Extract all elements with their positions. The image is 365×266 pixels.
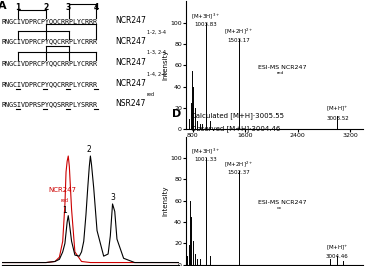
Y-axis label: Intensity: Intensity <box>163 50 169 81</box>
Text: 1: 1 <box>62 206 67 215</box>
Text: ox: ox <box>277 206 282 210</box>
Text: NCR247: NCR247 <box>115 16 146 25</box>
Text: 1503.17: 1503.17 <box>227 38 250 43</box>
Text: RNGSIVDPRSPYQQSRRPLYSRRR: RNGSIVDPRSPYQQSRRPLYSRRR <box>2 101 98 107</box>
Text: [M+3H]$^{3+}$: [M+3H]$^{3+}$ <box>191 146 220 156</box>
Text: Calculated [M+H]·3005.55: Calculated [M+H]·3005.55 <box>191 112 284 119</box>
Text: [M+2H]$^{2+}$: [M+2H]$^{2+}$ <box>224 27 253 36</box>
Text: [M+H]$^{+}$: [M+H]$^{+}$ <box>326 244 349 253</box>
Text: [M+3H]$^{3+}$: [M+3H]$^{3+}$ <box>191 11 220 20</box>
Text: 1-4, 2-3: 1-4, 2-3 <box>147 72 166 77</box>
Text: 2: 2 <box>86 145 91 154</box>
Text: RNGCIVDPRCPYQQCRRPLYCRRR: RNGCIVDPRCPYQQCRRPLYCRRR <box>2 81 98 87</box>
Text: 1-2, 3-4: 1-2, 3-4 <box>147 30 166 35</box>
Text: 1003.83: 1003.83 <box>195 22 217 27</box>
Text: RNGCIVDPRCPYQQCRRPLYCRRR: RNGCIVDPRCPYQQCRRPLYCRRR <box>2 18 98 24</box>
Text: red: red <box>147 92 155 97</box>
Text: [M+H]$^{+}$: [M+H]$^{+}$ <box>326 105 349 114</box>
Text: 1: 1 <box>15 3 20 12</box>
Text: 1001.33: 1001.33 <box>195 157 217 163</box>
Text: red: red <box>277 71 284 75</box>
Text: A: A <box>0 1 7 11</box>
Text: Observed [M+H]·3004.46: Observed [M+H]·3004.46 <box>191 125 281 132</box>
Text: red: red <box>60 198 68 203</box>
Text: RNGCIVDPRCPYQQCRRPLYCRRR: RNGCIVDPRCPYQQCRRPLYCRRR <box>2 39 98 44</box>
Text: 3004.46: 3004.46 <box>326 254 349 259</box>
Text: 2: 2 <box>43 3 48 12</box>
Text: 1502.37: 1502.37 <box>227 170 250 175</box>
Text: 4: 4 <box>93 3 99 12</box>
Text: 3008.52: 3008.52 <box>326 116 349 121</box>
Text: NCR247: NCR247 <box>115 58 146 67</box>
Text: 3: 3 <box>111 193 115 202</box>
Text: ESI-MS NCR247: ESI-MS NCR247 <box>258 65 307 70</box>
Text: NSR247: NSR247 <box>115 99 145 108</box>
Text: D: D <box>172 109 181 119</box>
Text: ESI-MS NCR247: ESI-MS NCR247 <box>258 200 307 205</box>
Text: NCR247: NCR247 <box>48 187 76 193</box>
Y-axis label: Intensity: Intensity <box>163 185 169 216</box>
Text: NCR247: NCR247 <box>115 36 146 45</box>
Text: NCR247: NCR247 <box>115 79 146 88</box>
Text: 3: 3 <box>66 3 71 12</box>
Text: RNGCIVDPRCPYQQCRRPLYCRRR: RNGCIVDPRCPYQQCRRPLYCRRR <box>2 60 98 66</box>
Text: [M+2H]$^{2+}$: [M+2H]$^{2+}$ <box>224 159 253 169</box>
Text: 1-3, 2-4: 1-3, 2-4 <box>147 50 166 55</box>
